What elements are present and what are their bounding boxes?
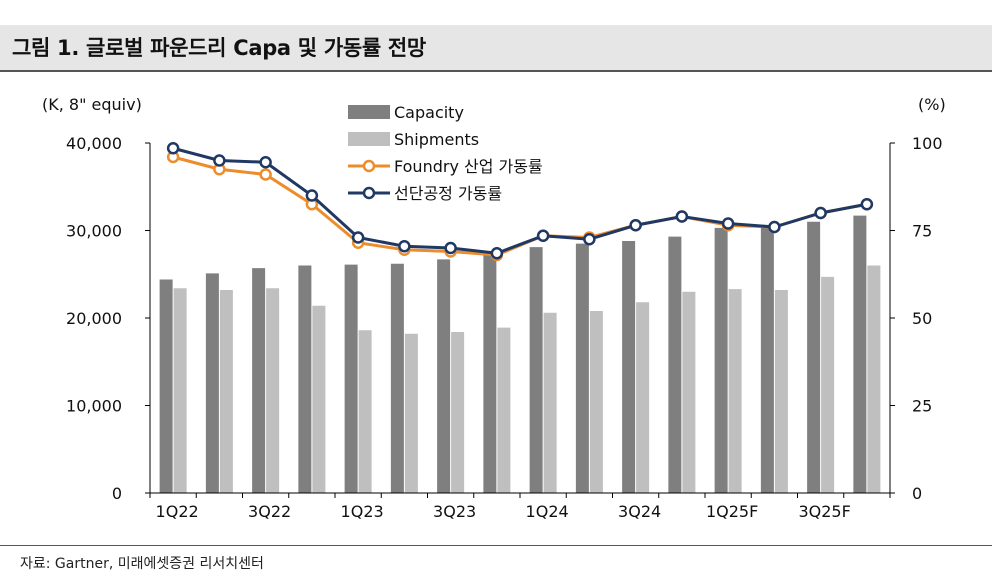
- x-tick-label: 3Q25F: [798, 502, 850, 521]
- capacity-bar-4Q24: [668, 236, 682, 493]
- x-tick-label: 1Q24: [526, 502, 569, 521]
- x-tick-label: 3Q24: [618, 502, 661, 521]
- left-tick-label: 30,000: [66, 222, 122, 241]
- shipments-bar-3Q25F: [821, 276, 835, 493]
- chart-area: 0 10,000 20,000 30,000 40,000 0 25 50 75 100 1Q22 3…: [42, 95, 946, 521]
- capacity-bar-4Q22: [298, 265, 312, 493]
- source-note: 자료: Gartner, 미래에셋증권 리서치센터: [20, 556, 264, 572]
- legend-capacity-swatch: [348, 105, 390, 119]
- capacity-bar-1Q25F: [714, 227, 728, 493]
- leading-edge-utilization-point-2Q22: [213, 154, 226, 167]
- leading-edge-utilization-point-3Q24: [629, 219, 642, 232]
- source-divider: [0, 545, 992, 546]
- shipments-bar-1Q22: [173, 288, 187, 493]
- leading-edge-utilization-point-3Q25F: [814, 206, 827, 220]
- x-tick-label: 1Q22: [156, 502, 199, 521]
- leading-edge-utilization-line: [172, 146, 868, 255]
- capacity-bar-3Q23: [437, 259, 451, 493]
- leading-edge-utilization-point-4Q22: [305, 189, 319, 202]
- x-tick-label: 3Q22: [248, 502, 291, 521]
- capacity-bar-3Q25F: [807, 221, 821, 493]
- leading-edge-utilization-point-1Q23: [351, 231, 365, 244]
- leading-edge-utilization-point-2Q25F: [768, 220, 781, 234]
- foundry-utilization-point-3Q22: [259, 168, 272, 181]
- leading-edge-utilization-point-2Q24: [583, 233, 596, 246]
- shipments-bar-3Q24: [636, 302, 650, 493]
- title-bar: 그림 1. 글로벌 파운드리 Capa 및 가동률 전망: [0, 25, 992, 70]
- left-tick-label: 20,000: [66, 309, 122, 328]
- capacity-bar-3Q24: [622, 241, 636, 493]
- legend-foundry-label: Foundry 산업 가동률: [394, 157, 543, 176]
- legend-shipments-swatch: [348, 132, 390, 146]
- shipments-bar-4Q23: [497, 327, 511, 493]
- shipments-bar-2Q25F: [774, 290, 788, 493]
- legend-capacity-label: Capacity: [394, 103, 464, 122]
- x-tick-label: 1Q25F: [706, 502, 758, 521]
- shipments-bar-4Q24: [682, 291, 696, 493]
- right-tick-label: 25: [912, 397, 932, 416]
- shipments-bar-4Q22: [312, 305, 326, 493]
- leading-edge-utilization-point-3Q22: [259, 156, 272, 169]
- title-divider: [0, 70, 992, 72]
- shipments-bar-3Q23: [451, 332, 465, 493]
- left-tick-label: 0: [112, 484, 122, 503]
- capacity-bar-2Q25F: [760, 227, 774, 493]
- capacity-bar-1Q22: [159, 279, 173, 493]
- shipments-bar-2Q22: [219, 290, 233, 493]
- capacity-bar-4Q23: [483, 254, 497, 493]
- shipments-bar-4Q25F: [867, 265, 881, 493]
- shipments-bar-1Q23: [358, 330, 372, 493]
- capacity-bar-1Q23: [344, 264, 358, 493]
- right-tick-label: 0: [912, 484, 922, 503]
- shipments-bar-1Q25F: [728, 289, 742, 493]
- left-tick-label: 40,000: [66, 134, 122, 153]
- leading-edge-utilization-point-1Q25F: [721, 217, 735, 230]
- capacity-bar-3Q22: [252, 268, 266, 493]
- right-axis-unit: (%): [918, 95, 946, 114]
- shipments-bar-2Q23: [404, 333, 418, 493]
- left-axis-unit: (K, 8" equiv): [42, 95, 142, 114]
- leading-edge-utilization-point-4Q25F: [860, 198, 874, 211]
- leading-edge-utilization-point-2Q23: [398, 240, 411, 253]
- x-tick-label: 1Q23: [341, 502, 384, 521]
- right-tick-label: 50: [912, 309, 932, 328]
- legend-leading-marker: [362, 186, 376, 200]
- shipments-bar-1Q24: [543, 312, 557, 493]
- shipments-bar-2Q24: [589, 311, 603, 493]
- legend-leading-label: 선단공정 가동률: [394, 184, 502, 203]
- leading-edge-utilization-point-4Q23: [490, 247, 504, 260]
- left-tick-label: 10,000: [66, 397, 122, 416]
- capacity-bar-2Q24: [575, 243, 589, 493]
- capacity-bar-2Q22: [205, 273, 219, 493]
- capacity-bar-2Q23: [390, 263, 404, 493]
- figure-title: 그림 1. 글로벌 파운드리 Capa 및 가동률 전망: [12, 36, 426, 60]
- x-tick-label: 3Q23: [433, 502, 476, 521]
- legend-foundry-marker: [362, 159, 376, 173]
- leading-edge-utilization-point-1Q22: [166, 142, 180, 155]
- leading-edge-utilization-point-1Q24: [536, 229, 550, 242]
- leading-edge-utilization-point-4Q24: [675, 210, 689, 223]
- right-tick-label: 75: [912, 222, 932, 241]
- capacity-bar-1Q24: [529, 247, 543, 493]
- legend-shipments-label: Shipments: [394, 130, 479, 149]
- leading-edge-utilization-point-3Q23: [444, 241, 457, 255]
- shipments-bar-3Q22: [266, 288, 280, 493]
- capacity-bar-4Q25F: [853, 215, 867, 493]
- right-tick-label: 100: [912, 134, 943, 153]
